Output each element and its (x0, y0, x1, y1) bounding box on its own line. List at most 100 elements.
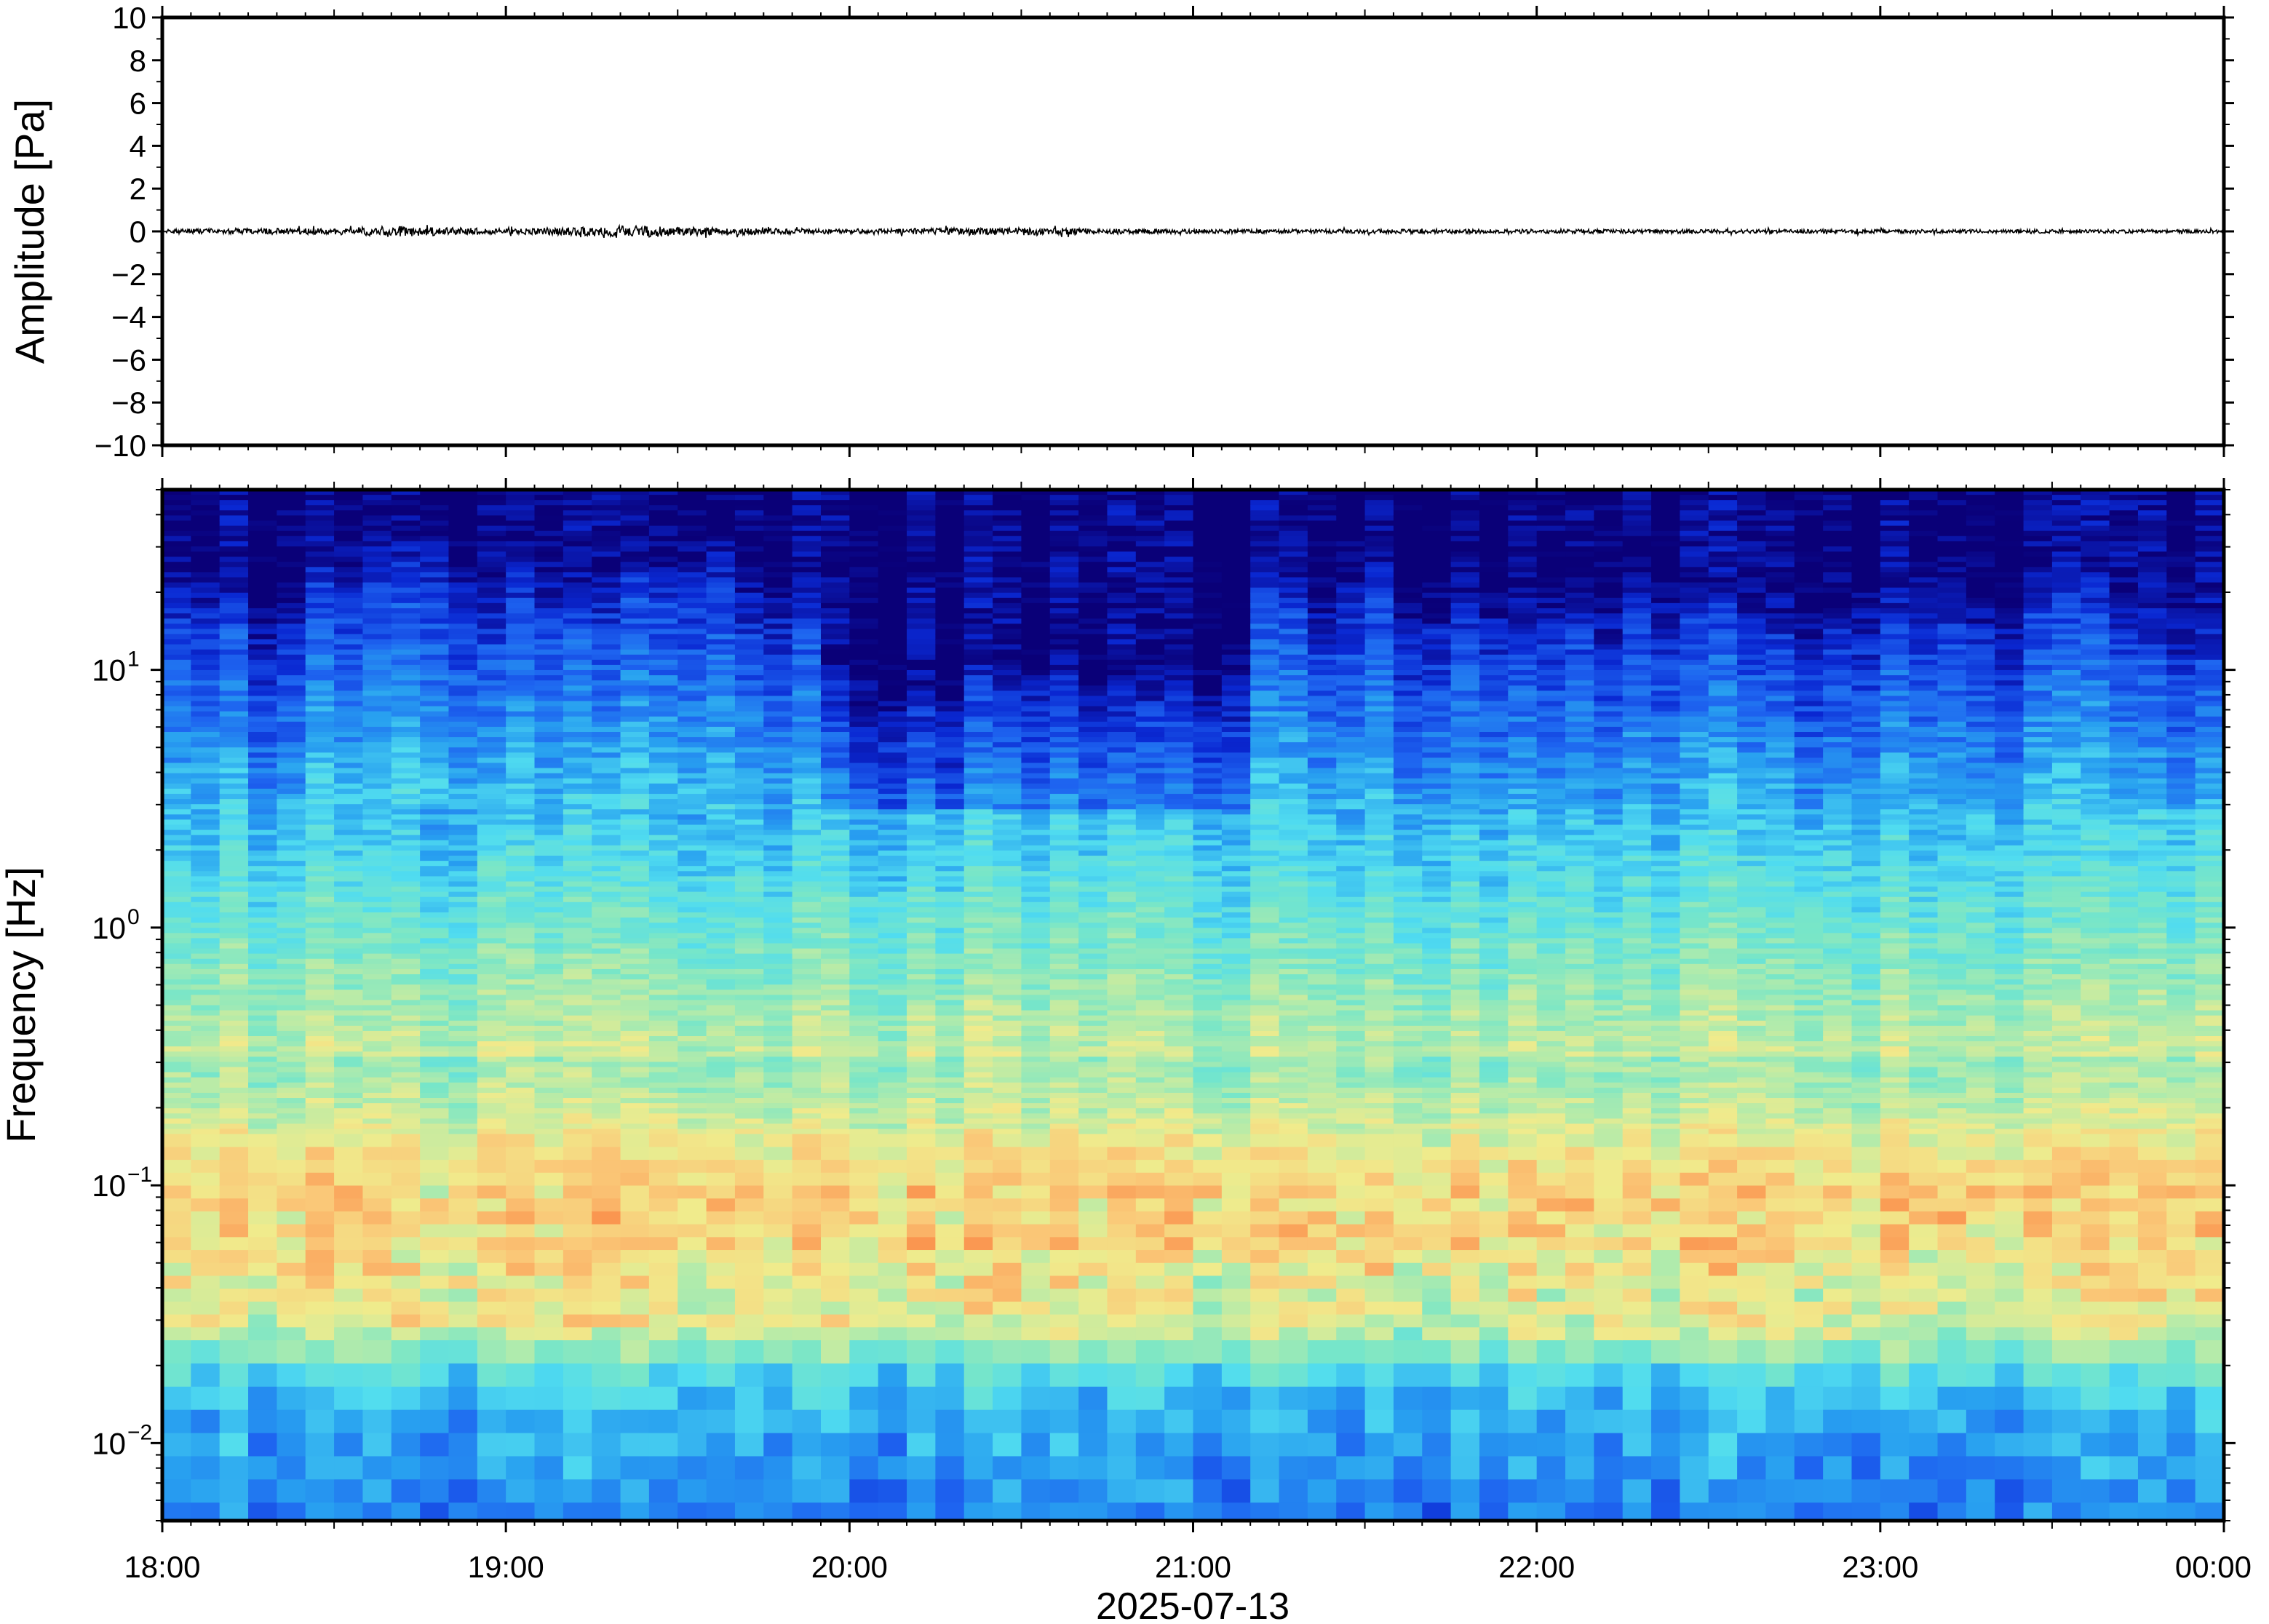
spectrogram-cell (477, 990, 506, 995)
spectrogram-cell (993, 520, 1022, 527)
spectrogram-cell (420, 721, 450, 728)
spectrogram-cell (763, 567, 793, 573)
spectrogram-cell (219, 881, 249, 888)
spectrogram-cell (248, 896, 277, 903)
spectrogram-cell (820, 1092, 850, 1099)
spectrogram-cell (420, 567, 450, 573)
spectrogram-cell (907, 675, 936, 681)
spectrogram-cell (849, 866, 879, 872)
spectrogram-cell (477, 680, 506, 686)
spectrogram-cell (563, 587, 592, 594)
spectrogram-cell (592, 1479, 621, 1503)
spectrogram-cell (191, 773, 220, 779)
spectrogram-cell (448, 685, 478, 691)
spectrogram-cell (420, 1118, 450, 1125)
spectrogram-cell (277, 1289, 306, 1302)
spectrogram-cell (534, 659, 564, 666)
spectrogram-cell (277, 582, 306, 589)
spectrogram-cell (506, 634, 536, 640)
spectrogram-cell (448, 871, 478, 877)
spectrogram-cell (277, 1314, 306, 1328)
spectrogram-cell (620, 1067, 650, 1073)
spectrogram-cell (362, 1433, 392, 1457)
spectrogram-cell (563, 891, 592, 898)
spectrogram-cell (219, 948, 249, 955)
spectrogram-cell (506, 618, 536, 624)
spectrogram-cell (334, 876, 364, 883)
spectrogram-cell (477, 1160, 506, 1174)
spectrogram-cell (248, 505, 277, 511)
spectrogram-cell (534, 1502, 564, 1521)
spectrogram-cell (277, 577, 306, 584)
spectrogram-cell (534, 819, 564, 826)
spectrogram-cell (391, 918, 421, 923)
spectrogram-cell (219, 664, 249, 671)
spectrogram-cell (448, 1340, 478, 1364)
spectrogram-cell (448, 675, 478, 681)
spectrogram-cell (935, 706, 965, 712)
spectrogram-cell (620, 613, 650, 619)
spectrogram-cell (592, 587, 621, 594)
spectrogram-cell (191, 592, 220, 599)
spectrogram-cell (792, 891, 822, 898)
spectrogram-cell (248, 608, 277, 614)
spectrogram-cell (191, 706, 220, 712)
spectrogram-cell (1021, 752, 1051, 759)
spectrogram-cell (534, 1147, 564, 1161)
spectrogram-cell (477, 1046, 506, 1052)
spectrogram-cell (162, 953, 191, 960)
spectrogram-cell (620, 669, 650, 676)
spectrogram-cell (849, 1301, 879, 1315)
spectrogram-cell (191, 953, 220, 960)
spectrogram-cell (907, 1077, 936, 1083)
spectrogram-cell (734, 840, 764, 846)
spectrogram-cell (334, 840, 364, 846)
spectrogram-cell (563, 974, 592, 980)
spectrogram-cell (963, 1479, 993, 1503)
spectrogram-cell (563, 1087, 592, 1094)
spectrogram-cell (763, 675, 793, 681)
spectrogram-cell (592, 974, 621, 980)
spectrogram-cell (592, 1224, 621, 1238)
spectrogram-cell (849, 1025, 879, 1032)
spectrogram-cell (563, 629, 592, 634)
spectrogram-cell (506, 664, 536, 671)
spectrogram-cell (305, 995, 335, 1001)
spectrogram-cell (305, 763, 335, 769)
spectrogram-cell (907, 778, 936, 784)
spectrogram-cell (191, 933, 220, 939)
spectrogram-cell (1049, 546, 1079, 552)
spectrogram-cell (878, 990, 907, 995)
spectrogram-cell (334, 984, 364, 990)
spectrogram-cell (534, 850, 564, 856)
spectrogram-cell (506, 1409, 536, 1434)
spectrogram-cell (820, 552, 850, 557)
spectrogram-cell (820, 685, 850, 691)
spectrogram-cell (849, 541, 879, 547)
spectrogram-cell (677, 943, 707, 950)
spectrogram-cell (963, 726, 993, 733)
spectrogram-cell (1021, 901, 1051, 908)
spectrogram-cell (935, 1301, 965, 1315)
spectrogram-cell (219, 768, 249, 774)
spectrogram-cell (477, 1363, 506, 1388)
spectrogram-cell (648, 613, 678, 619)
spectrogram-cell (563, 871, 592, 877)
spectrogram-cell (477, 968, 506, 975)
spectrogram-cell (907, 1289, 936, 1302)
spectrogram-cell (391, 525, 421, 532)
spectrogram-cell (162, 685, 191, 691)
spectrogram-cell (248, 861, 277, 867)
spectrogram-cell (162, 706, 191, 712)
spectrogram-cell (391, 587, 421, 594)
spectrogram-cell (706, 1275, 736, 1289)
spectrogram-cell (534, 747, 564, 753)
spectrogram-cell (334, 891, 364, 898)
spectrogram-cell (162, 680, 191, 686)
spectrogram-cell (734, 572, 764, 578)
spectrogram-cell (592, 515, 621, 522)
spectrogram-cell (334, 1314, 364, 1328)
spectrogram-cell (334, 1224, 364, 1238)
spectrogram-cell (734, 510, 764, 517)
spectrogram-cell (648, 557, 678, 562)
